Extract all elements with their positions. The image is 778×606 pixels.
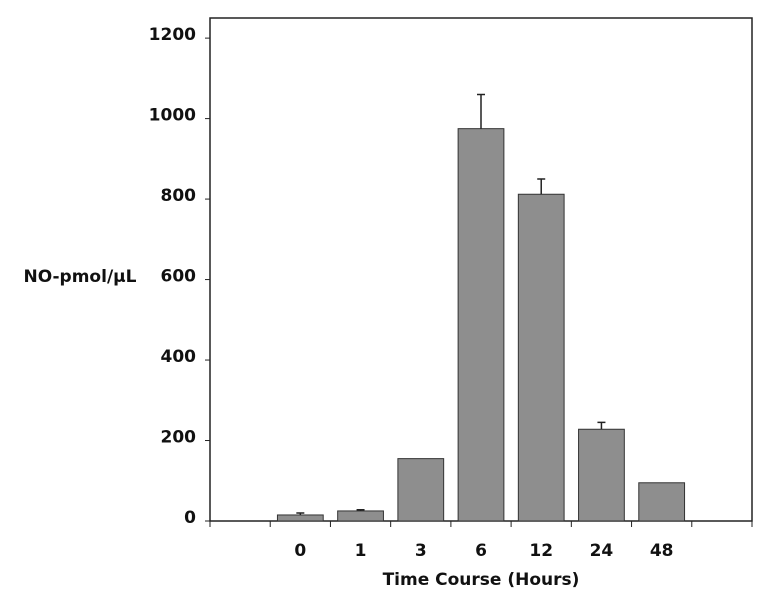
x-tick-label: 24 [590, 541, 614, 561]
x-tick-label: 1 [355, 541, 367, 561]
bar [276, 514, 324, 522]
bar [337, 510, 384, 522]
error-bar [477, 93, 485, 129]
error-bar [296, 512, 305, 515]
x-tick-label: 0 [294, 541, 306, 561]
error-bar [356, 508, 365, 511]
x-tick-label: 3 [415, 541, 427, 561]
y-tick-label: 0 [184, 508, 196, 528]
x-axis-label: Time Course (Hours) [383, 570, 580, 590]
bar [457, 128, 505, 522]
y-tick-label: 1200 [149, 25, 196, 45]
bar [638, 482, 686, 522]
x-tick-label: 6 [475, 541, 487, 561]
x-tick-label: 48 [650, 541, 674, 561]
y-tick-label: 600 [161, 267, 197, 287]
y-tick-label: 200 [161, 428, 197, 448]
y-tick-label: 1000 [149, 106, 196, 126]
error-bar [537, 178, 546, 195]
bar [578, 428, 625, 522]
x-tick-label: 12 [529, 541, 553, 561]
bar [517, 193, 565, 522]
y-tick-label: 400 [161, 347, 197, 367]
y-axis-label: NO-pmol/µL [24, 267, 137, 287]
y-tick-label: 800 [161, 186, 197, 206]
bar [397, 458, 445, 522]
error-bar [597, 421, 606, 430]
